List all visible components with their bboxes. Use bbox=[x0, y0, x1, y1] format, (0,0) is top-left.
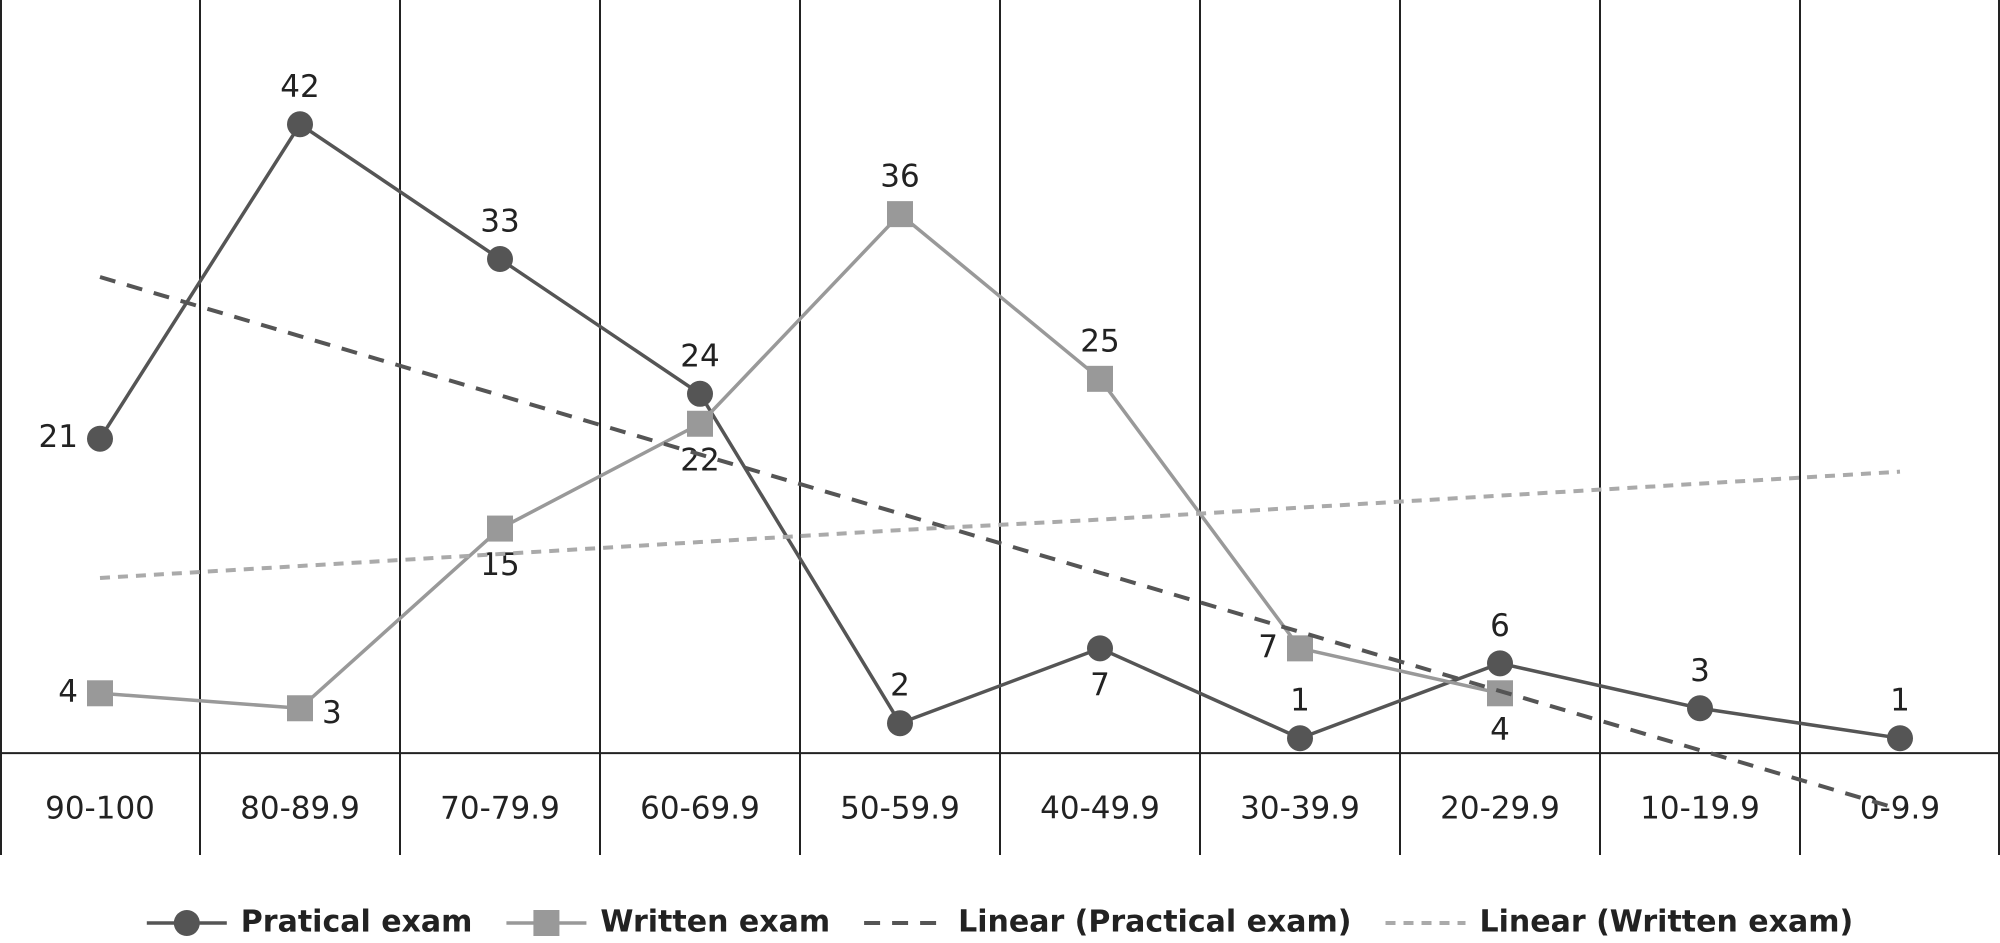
legend-label: Linear (Practical exam) bbox=[958, 905, 1351, 940]
data-label: 6 bbox=[1490, 608, 1510, 644]
point-marker bbox=[887, 710, 913, 737]
point-marker bbox=[487, 246, 513, 273]
point-marker bbox=[287, 695, 313, 722]
point-marker bbox=[887, 201, 913, 228]
point-marker bbox=[87, 425, 113, 452]
legend-label: Linear (Written exam) bbox=[1480, 905, 1854, 940]
point-marker bbox=[1087, 635, 1113, 662]
point-marker bbox=[487, 515, 513, 542]
data-label: 1 bbox=[1890, 683, 1910, 719]
legend-symbol bbox=[533, 910, 560, 936]
point-marker bbox=[1887, 725, 1913, 752]
x-tick-label: 60-69.9 bbox=[640, 791, 760, 827]
legend: Pratical exam Written exam Linear (Practic… bbox=[146, 905, 1854, 940]
legend-label: Pratical exam bbox=[241, 905, 473, 940]
point-marker bbox=[1087, 365, 1113, 392]
point-marker bbox=[1287, 725, 1313, 752]
point-marker bbox=[1487, 650, 1513, 677]
point-marker bbox=[87, 680, 113, 707]
x-tick-label: 20-29.9 bbox=[1440, 791, 1560, 827]
data-label: 4 bbox=[58, 674, 78, 710]
data-label: 42 bbox=[280, 69, 319, 105]
data-label: 7 bbox=[1258, 629, 1278, 665]
data-label: 3 bbox=[1690, 653, 1710, 689]
x-tick-label: 30-39.9 bbox=[1240, 791, 1360, 827]
x-tick-label: 40-49.9 bbox=[1040, 791, 1160, 827]
point-marker bbox=[1687, 695, 1713, 722]
x-tick-label: 50-59.9 bbox=[840, 791, 960, 827]
x-tick-label: 70-79.9 bbox=[440, 791, 560, 827]
data-label: 36 bbox=[880, 159, 919, 195]
legend-label: Written exam bbox=[600, 905, 830, 940]
point-marker bbox=[687, 380, 713, 407]
trend-line bbox=[99, 469, 1901, 580]
series-line bbox=[98, 121, 1901, 741]
point-marker bbox=[687, 410, 713, 437]
data-label: 2 bbox=[890, 668, 910, 704]
data-label: 24 bbox=[680, 338, 719, 374]
series-line bbox=[99, 211, 1501, 711]
legend-symbol bbox=[173, 910, 200, 936]
data-label: 4 bbox=[1490, 712, 1510, 748]
point-marker bbox=[1287, 635, 1313, 662]
data-label: 1 bbox=[1290, 683, 1310, 719]
x-tick-label: 90-100 bbox=[45, 791, 155, 827]
data-label: 3 bbox=[322, 695, 342, 731]
data-label: 21 bbox=[39, 419, 78, 455]
x-tick-label: 10-19.9 bbox=[1640, 791, 1760, 827]
point-marker bbox=[287, 111, 313, 138]
data-label: 7 bbox=[1090, 667, 1110, 703]
data-label: 22 bbox=[680, 442, 719, 478]
data-label: 25 bbox=[1080, 323, 1119, 359]
trend-line bbox=[99, 275, 1901, 812]
x-tick-label: 80-89.9 bbox=[240, 791, 360, 827]
data-label: 33 bbox=[480, 204, 519, 240]
